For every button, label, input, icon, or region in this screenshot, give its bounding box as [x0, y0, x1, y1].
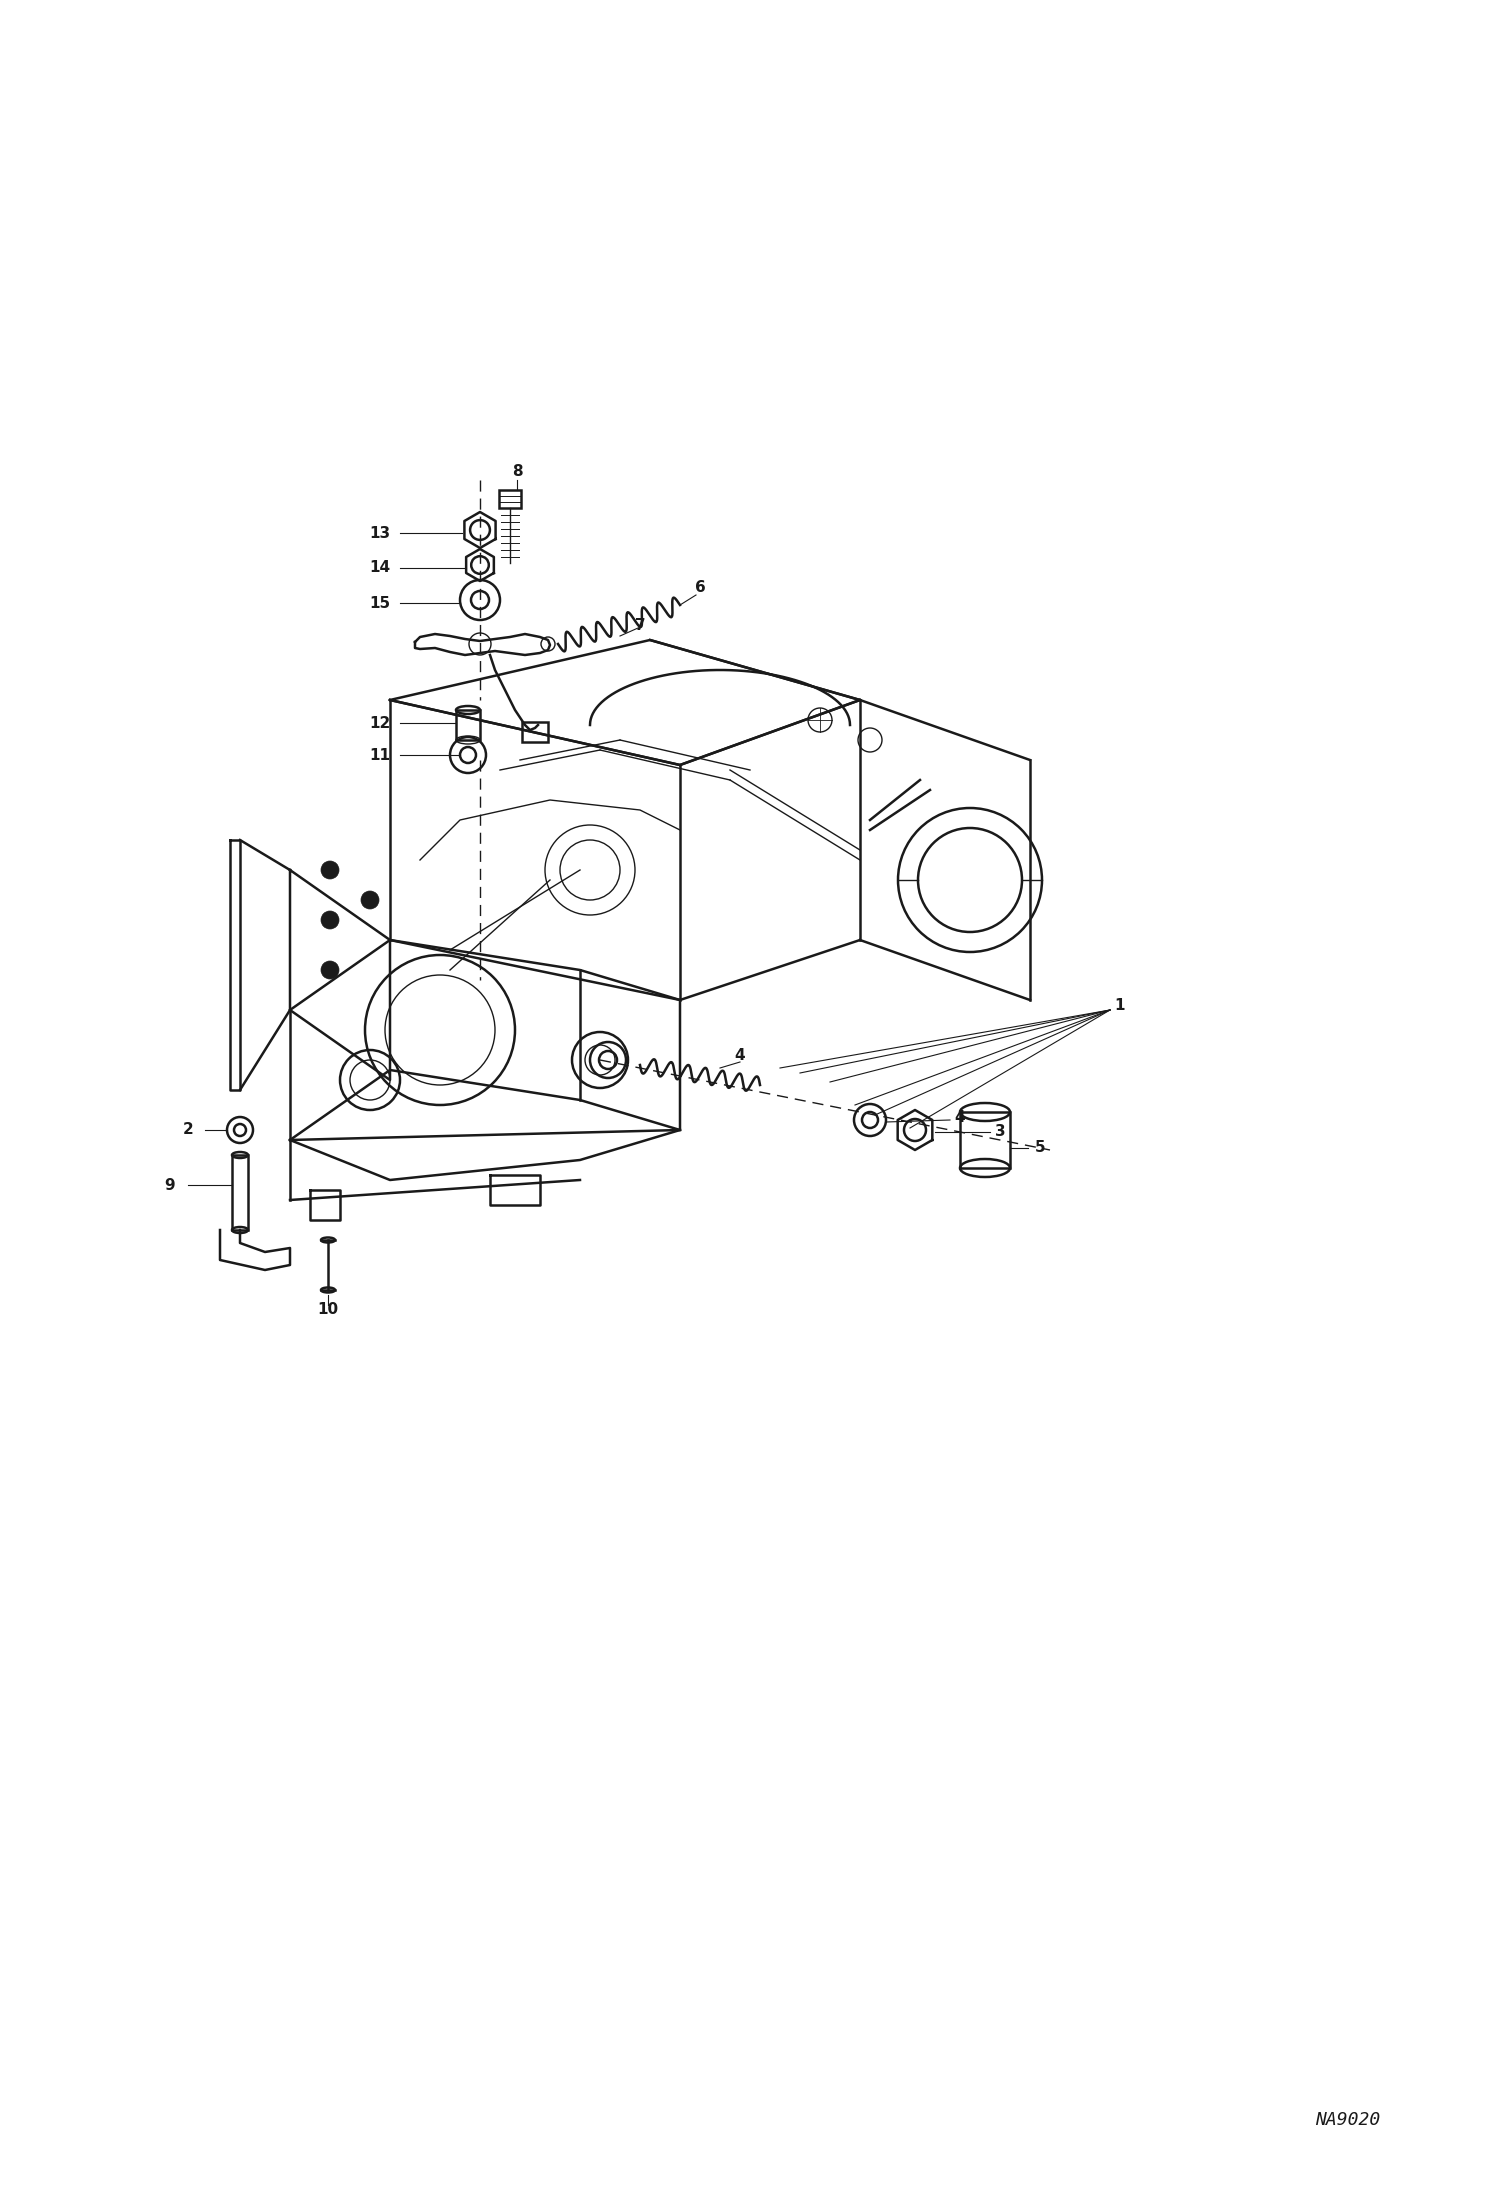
Text: 2: 2: [183, 1123, 193, 1138]
Text: 13: 13: [370, 526, 391, 539]
Text: 5: 5: [1035, 1140, 1046, 1156]
Text: 1: 1: [1115, 998, 1125, 1013]
Circle shape: [321, 862, 339, 879]
Text: 14: 14: [370, 561, 391, 575]
Text: 12: 12: [370, 715, 391, 730]
Text: 6: 6: [695, 581, 706, 596]
Bar: [499, 489, 521, 509]
Bar: [960, 1112, 1010, 1169]
Bar: [455, 711, 479, 739]
Text: 15: 15: [370, 596, 391, 610]
Text: 3: 3: [995, 1125, 1005, 1140]
Text: 11: 11: [370, 748, 391, 763]
Circle shape: [321, 961, 339, 978]
Text: 4: 4: [734, 1048, 746, 1061]
Text: 9: 9: [165, 1178, 175, 1193]
Text: 10: 10: [318, 1303, 339, 1318]
Bar: [232, 1156, 249, 1230]
Circle shape: [361, 890, 379, 910]
Circle shape: [321, 910, 339, 930]
Bar: [521, 721, 548, 741]
Text: 7: 7: [635, 618, 646, 632]
Text: NA9020: NA9020: [1315, 2112, 1380, 2129]
Text: 8: 8: [512, 465, 523, 480]
Text: 4: 4: [954, 1110, 965, 1125]
